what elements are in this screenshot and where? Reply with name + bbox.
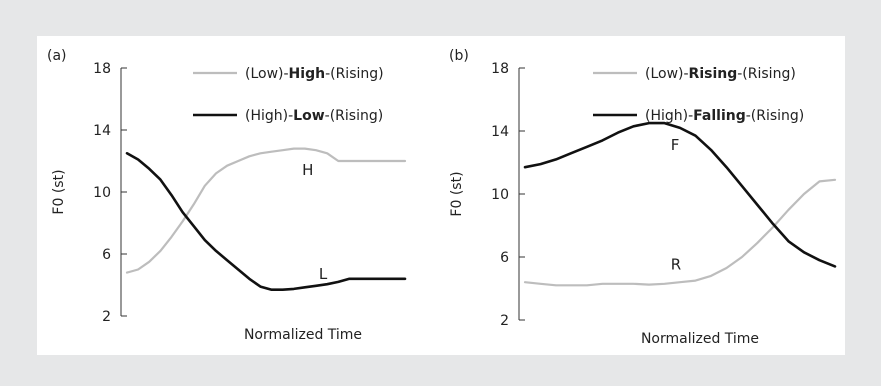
panel-a-series-0-curve-label: H — [302, 161, 313, 179]
panel-a-legend-entry-1: (High)-Low-(Rising) — [245, 108, 383, 124]
panel-b-series-1-line — [523, 121, 837, 268]
panel-a-legend-entry-0: (Low)-High-(Rising) — [245, 66, 384, 82]
panel-a-series-1-line — [125, 152, 407, 291]
panel-a-y-tick-label: 10 — [93, 185, 111, 201]
panel-b-legend-entry-0: (Low)-Rising-(Rising) — [645, 66, 796, 82]
panel-b-y-tick-label: 2 — [500, 313, 509, 329]
panel-a-y-tick-label: 18 — [93, 61, 111, 77]
panel-b-series-0-curve-label: R — [671, 256, 681, 274]
panel-a-label: (a) — [47, 48, 67, 64]
panel-b-series-0-line — [523, 178, 837, 287]
figure-panel: (a) 2 6 10 14 18 F0 (st) Normalized Time H (Low)-… — [37, 36, 845, 355]
panel-b-y-tick-label: 18 — [491, 61, 509, 77]
panel-b-legend-entry-1: (High)-Falling-(Rising) — [645, 108, 804, 124]
panel-a-series-1-curve-label: L — [319, 265, 328, 283]
panel-a-y-tick-label: 14 — [93, 123, 111, 139]
panel-a-y-tick-label: 2 — [102, 309, 111, 325]
panel-a-x-axis-label: Normalized Time — [244, 327, 362, 343]
panel-b-y-axis-label: F0 (st) — [449, 171, 465, 216]
panel-b-x-axis-label: Normalized Time — [641, 331, 759, 347]
panel-b-y-tick-label: 10 — [491, 187, 509, 203]
panel-b-y-tick-label: 14 — [491, 124, 509, 140]
panel-a-series-0-line — [125, 147, 407, 274]
panel-a-y-axis-label: F0 (st) — [51, 169, 67, 214]
chart-canvas: (a) 2 6 10 14 18 F0 (st) Normalized Time H (Low)-… — [47, 48, 837, 347]
panel-b-y-tick-label: 6 — [500, 250, 509, 266]
panel-a-y-tick-label: 6 — [102, 247, 111, 263]
panel-b-label: (b) — [449, 48, 469, 64]
panel-b-series-1-curve-label: F — [671, 136, 680, 154]
